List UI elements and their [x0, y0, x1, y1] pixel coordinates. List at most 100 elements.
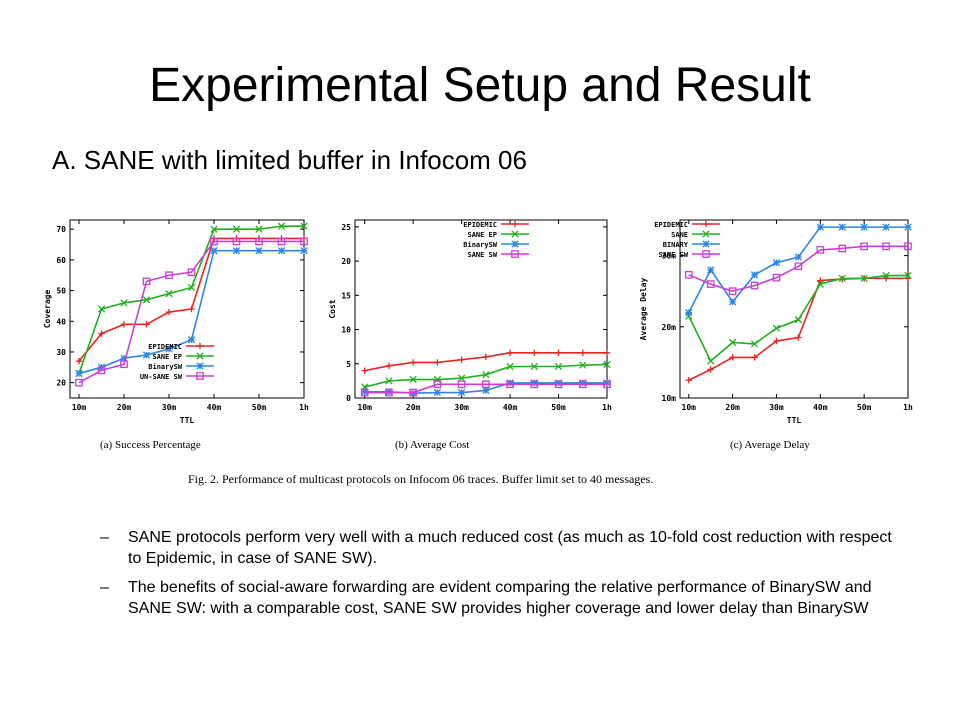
data-point	[300, 237, 308, 246]
legend-marker	[196, 352, 204, 360]
data-point	[816, 246, 825, 254]
data-point	[773, 337, 780, 345]
data-point	[277, 237, 286, 246]
data-point	[187, 336, 196, 344]
data-point	[795, 334, 802, 341]
legend: EPIDEMIC SANE EP BinarySW UN-SANE SW	[140, 342, 214, 381]
y-tick-label: 20	[56, 379, 66, 388]
data-point	[300, 247, 308, 255]
data-point	[187, 268, 196, 277]
data-point	[165, 308, 173, 316]
legend-label: SANE EP	[152, 353, 182, 361]
legend-label: SANE	[671, 231, 688, 239]
data-point	[409, 388, 418, 397]
data-point	[904, 242, 912, 251]
data-point	[882, 223, 890, 231]
data-point	[554, 380, 563, 389]
legend: EPIDEMIC SANE EP BinarySW SANE SW	[463, 220, 529, 259]
data-point	[188, 305, 195, 313]
x-tick-label: 40m	[207, 403, 222, 412]
data-point	[457, 388, 466, 397]
data-point	[707, 366, 714, 373]
x-tick-label: 10m	[357, 403, 372, 412]
chart-svg: 10m 20m 30m 10m 20m 30m 40m 50m 1h TTL Average Del…	[639, 219, 913, 451]
legend-label: BinarySW	[148, 363, 183, 371]
data-point	[816, 280, 824, 288]
plot-frame	[679, 219, 909, 399]
y-tick-label: 20m	[662, 323, 677, 332]
legend-marker	[511, 230, 519, 238]
data-point	[750, 281, 759, 290]
legend-label: BINARY	[663, 241, 689, 249]
x-tick-label: 20m	[406, 403, 421, 412]
data-point	[860, 274, 868, 283]
data-point	[772, 324, 781, 332]
legend-marker	[702, 250, 710, 258]
data-point	[506, 380, 514, 389]
data-point	[142, 277, 151, 286]
data-point	[729, 354, 736, 361]
data-point	[603, 349, 611, 357]
data-point	[772, 273, 781, 282]
legend-marker	[702, 230, 710, 238]
data-point	[706, 280, 715, 288]
data-point	[838, 274, 846, 283]
slide-subtitle: A. SANE with limited buffer in Infocom 0…	[52, 145, 527, 175]
legend-label: BinarySW	[463, 241, 498, 249]
legend: EPIDEMIC SANE BINARY SANE SW	[654, 220, 720, 259]
figure-caption: Fig. 2. Performance of multicast protoco…	[188, 472, 654, 486]
data-point	[97, 305, 106, 313]
bullet-text: The benefits of social-aware forwarding …	[128, 579, 872, 617]
y-tick-label: 30	[56, 348, 66, 357]
data-point	[482, 386, 490, 395]
data-point	[361, 367, 368, 374]
bullet-item: – The benefits of social-aware forwardin…	[100, 577, 900, 619]
legend-label: EPIDEMIC	[148, 343, 182, 351]
series-line	[364, 383, 607, 394]
y-tick-label: 10m	[662, 394, 677, 403]
y-axis-label: Average Delay	[639, 278, 648, 341]
data-point	[210, 237, 218, 246]
data-point	[75, 369, 83, 378]
legend-marker	[511, 220, 519, 228]
chart-svg: 0 5 10 15 20 25 10m 20m 30m 40m 50m 1h Cost EPIDEMIC S…	[328, 219, 612, 451]
x-tick-label: 30m	[454, 403, 469, 412]
data-point	[506, 349, 514, 357]
data-point	[482, 353, 490, 361]
data-point	[707, 357, 715, 365]
data-point	[750, 271, 759, 279]
data-point	[232, 237, 241, 246]
data-point	[75, 357, 83, 365]
data-point	[143, 321, 150, 328]
data-point	[165, 271, 173, 280]
data-point	[481, 380, 490, 389]
x-tick-label: 10m	[72, 403, 87, 412]
legend-marker	[196, 372, 204, 380]
x-tick-label: 50m	[857, 403, 872, 412]
data-point	[165, 345, 173, 353]
x-tick-label: 30m	[162, 403, 177, 412]
series-line	[78, 240, 304, 384]
x-axis-label: TTL	[787, 416, 802, 425]
y-tick-label: 15	[341, 291, 351, 300]
data-point	[794, 262, 803, 271]
y-tick-label: 50	[56, 287, 66, 296]
y-tick-label: 60	[56, 256, 66, 265]
data-point	[360, 388, 369, 397]
data-point	[210, 247, 218, 255]
data-point	[142, 351, 151, 359]
data-point	[458, 356, 465, 363]
data-point	[579, 349, 586, 357]
y-tick-label: 5	[346, 360, 351, 369]
data-point	[750, 340, 759, 348]
data-point	[120, 360, 128, 369]
data-point	[120, 321, 128, 328]
chart-caption: (c) Average Delay	[730, 439, 810, 451]
data-point	[255, 225, 263, 233]
data-point	[385, 362, 393, 370]
data-point	[530, 362, 538, 371]
data-point	[531, 349, 538, 357]
data-point	[904, 271, 912, 280]
data-point	[506, 362, 514, 371]
chart-average-delay: 10m 20m 30m 10m 20m 30m 40m 50m 1h TTL Average Del…	[628, 210, 918, 458]
